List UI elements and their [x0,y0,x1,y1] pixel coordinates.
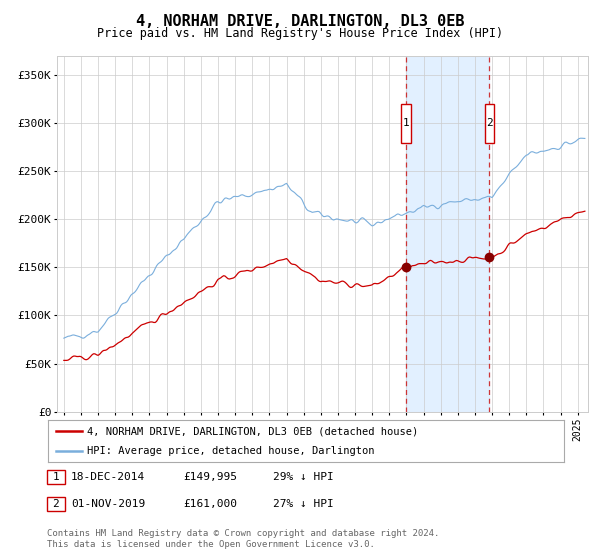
Text: 18-DEC-2014: 18-DEC-2014 [71,472,145,482]
FancyBboxPatch shape [485,104,494,143]
Text: 01-NOV-2019: 01-NOV-2019 [71,499,145,509]
Text: £161,000: £161,000 [183,499,237,509]
Text: Price paid vs. HM Land Registry's House Price Index (HPI): Price paid vs. HM Land Registry's House … [97,27,503,40]
Text: 2: 2 [52,499,59,509]
Text: 27% ↓ HPI: 27% ↓ HPI [273,499,334,509]
Text: 4, NORHAM DRIVE, DARLINGTON, DL3 0EB: 4, NORHAM DRIVE, DARLINGTON, DL3 0EB [136,14,464,29]
Text: 1: 1 [403,118,409,128]
Text: HPI: Average price, detached house, Darlington: HPI: Average price, detached house, Darl… [86,446,374,456]
Text: 1: 1 [52,472,59,482]
Text: 2: 2 [486,118,493,128]
Text: Contains HM Land Registry data © Crown copyright and database right 2024.: Contains HM Land Registry data © Crown c… [47,529,439,538]
FancyBboxPatch shape [401,104,410,143]
Text: £149,995: £149,995 [183,472,237,482]
Bar [406,56,490,412]
Text: 29% ↓ HPI: 29% ↓ HPI [273,472,334,482]
Text: This data is licensed under the Open Government Licence v3.0.: This data is licensed under the Open Gov… [47,540,374,549]
Text: 4, NORHAM DRIVE, DARLINGTON, DL3 0EB (detached house): 4, NORHAM DRIVE, DARLINGTON, DL3 0EB (de… [86,426,418,436]
